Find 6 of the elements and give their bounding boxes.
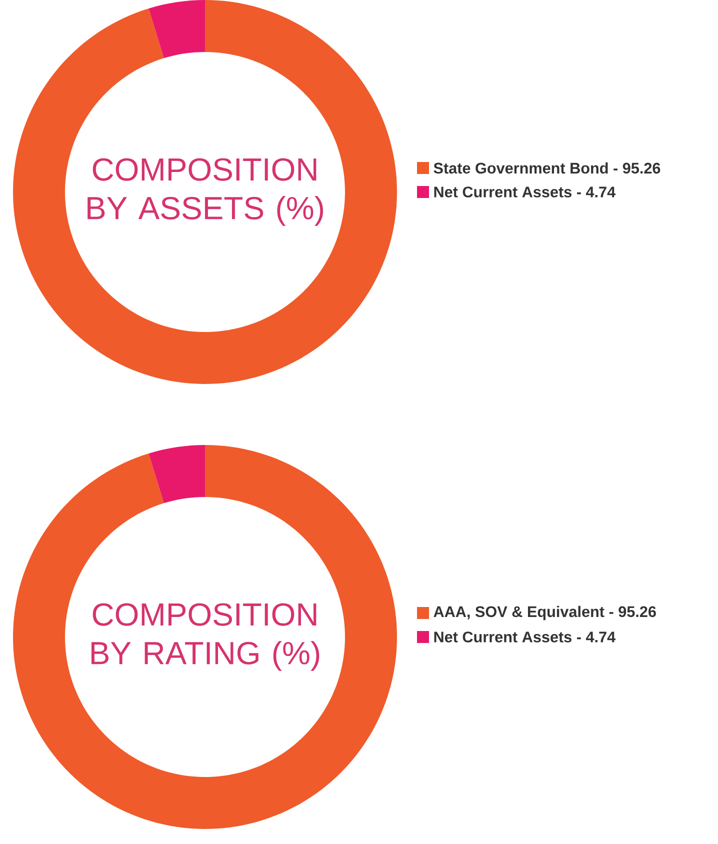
legend-label: State Government Bond - 95.26 [434,162,660,174]
text: COMPOSITION BY RATING (%) [91,603,320,671]
legend-label: Net Current Assets - 4.74 [434,186,616,198]
text: COMPOSITION BY ASSETS (%) [88,158,324,226]
legend-label: AAA, SOV & Equivalent - 95.26 [434,606,656,620]
legend-label: Net Current Assets - 4.74 [434,632,616,642]
